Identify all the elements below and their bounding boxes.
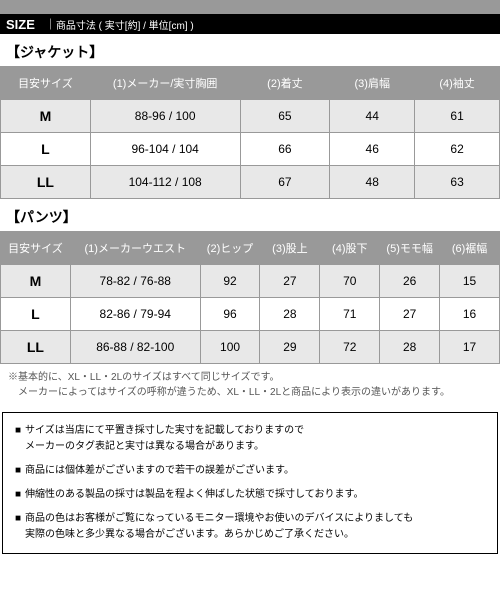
col-header: (2)ヒップ — [200, 232, 260, 265]
table-header-row: 目安サイズ (1)メーカーウエスト (2)ヒップ (3)股上 (4)股下 (5)… — [1, 232, 500, 265]
col-header: (1)メーカーウエスト — [70, 232, 200, 265]
header-title: SIZE — [6, 17, 45, 32]
note-item: ■サイズは当店にて平置き採寸した実寸を記載しておりますので メーカーのタグ表記と… — [15, 423, 485, 455]
square-marker-icon: ■ — [15, 511, 21, 543]
table-row: LL104-112 / 108674863 — [1, 166, 500, 199]
table-row: M88-96 / 100654461 — [1, 100, 500, 133]
col-header: (4)股下 — [320, 232, 380, 265]
pants-table: 目安サイズ (1)メーカーウエスト (2)ヒップ (3)股上 (4)股下 (5)… — [0, 231, 500, 364]
table-row: L96-104 / 104664662 — [1, 133, 500, 166]
square-marker-icon: ■ — [15, 463, 21, 479]
table-row: L82-86 / 79-949628712716 — [1, 298, 500, 331]
notes-box: ■サイズは当店にて平置き採寸した実寸を記載しておりますので メーカーのタグ表記と… — [2, 412, 498, 554]
col-header: 目安サイズ — [1, 67, 91, 100]
footnote: ※基本的に、XL・LL・2Lのサイズはすべて同じサイズです。 メーカーによっては… — [0, 364, 500, 406]
note-item: ■商品の色はお客様がご覧になっているモニター環境やお使いのデバイスによりましても… — [15, 511, 485, 543]
col-header: (5)モモ幅 — [380, 232, 440, 265]
size-header: SIZE ｜ 商品寸法 ( 実寸[約] / 単位[cm] ) — [0, 0, 500, 34]
pants-title: 【パンツ】 — [0, 199, 500, 231]
note-item: ■商品には個体差がございますので若干の誤差がございます。 — [15, 463, 485, 479]
square-marker-icon: ■ — [15, 423, 21, 455]
table-row: M78-82 / 76-889227702615 — [1, 265, 500, 298]
col-header: (3)肩幅 — [330, 67, 415, 100]
header-divider: ｜ — [45, 16, 56, 32]
col-header: 目安サイズ — [1, 232, 71, 265]
note-item: ■伸縮性のある製品の採寸は製品を程よく伸ばした状態で採寸しております。 — [15, 487, 485, 503]
table-header-row: 目安サイズ (1)メーカー/実寸胸囲 (2)着丈 (3)肩幅 (4)袖丈 — [1, 67, 500, 100]
header-subtitle: 商品寸法 ( 実寸[約] / 単位[cm] ) — [56, 17, 194, 32]
col-header: (4)袖丈 — [415, 67, 500, 100]
square-marker-icon: ■ — [15, 487, 21, 503]
jacket-title: 【ジャケット】 — [0, 34, 500, 66]
table-row: LL86-88 / 82-10010029722817 — [1, 331, 500, 364]
col-header: (3)股上 — [260, 232, 320, 265]
col-header: (1)メーカー/実寸胸囲 — [90, 67, 240, 100]
col-header: (6)裾幅 — [440, 232, 500, 265]
jacket-table: 目安サイズ (1)メーカー/実寸胸囲 (2)着丈 (3)肩幅 (4)袖丈 M88… — [0, 66, 500, 199]
col-header: (2)着丈 — [240, 67, 330, 100]
